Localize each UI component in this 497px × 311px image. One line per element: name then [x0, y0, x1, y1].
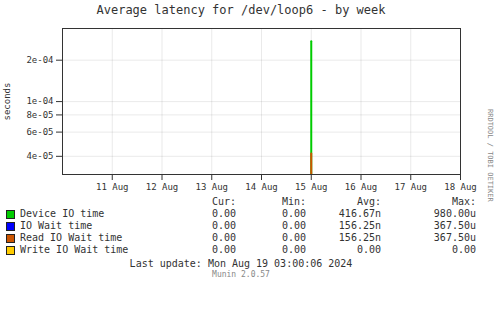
- svg-text:14 Aug: 14 Aug: [245, 182, 278, 192]
- html-text:416.67n: 416.67n: [338, 208, 381, 219]
- svg-text:1e-04: 1e-04: [26, 96, 53, 106]
- svg-text:4e-05: 4e-05: [26, 151, 53, 161]
- html-text:156.25n: 156.25n: [338, 220, 381, 231]
- html-text:IO Wait time: IO Wait time: [20, 220, 93, 231]
- svg-text:6e-05: 6e-05: [26, 127, 53, 137]
- html-text:0.00: 0.00: [356, 244, 381, 255]
- html-text:980.00u: 980.00u: [433, 208, 476, 219]
- html-text:Write IO Wait time: Write IO Wait time: [20, 244, 129, 255]
- html-text:0.00: 0.00: [281, 208, 306, 219]
- svg-text:8e-05: 8e-05: [26, 110, 53, 120]
- html-text:Avg:: Avg:: [356, 196, 381, 207]
- svg-text:12 Aug: 12 Aug: [146, 182, 179, 192]
- html-text:0.00: 0.00: [281, 220, 306, 231]
- html-text:Max:: Max:: [451, 196, 476, 207]
- svg-text:16 Aug: 16 Aug: [345, 182, 378, 192]
- html-text:Munin 2.0.57: Munin 2.0.57: [212, 270, 270, 279]
- svg-text:18 Aug: 18 Aug: [444, 182, 477, 192]
- html-text:0.00: 0.00: [211, 232, 236, 243]
- html-text:0.00: 0.00: [281, 232, 306, 243]
- html-text:Average latency for /dev/loop6: Average latency for /dev/loop6 - by week: [96, 3, 386, 17]
- svg-text:11 Aug: 11 Aug: [96, 182, 129, 192]
- html-text:Last update: Mon Aug 19 03:00:: Last update: Mon Aug 19 03:00:06 2024: [129, 258, 353, 269]
- html-text:0.00: 0.00: [451, 244, 476, 255]
- html-text:0.00: 0.00: [211, 244, 236, 255]
- html-text:Min:: Min:: [281, 196, 306, 207]
- svg-text:15 Aug: 15 Aug: [295, 182, 328, 192]
- html-text:Device IO time: Device IO time: [20, 208, 105, 219]
- html-text:Read IO Wait time: Read IO Wait time: [20, 232, 123, 243]
- html-text:0.00: 0.00: [211, 208, 236, 219]
- html-text:Cur:: Cur:: [211, 196, 236, 207]
- svg-text:17 Aug: 17 Aug: [394, 182, 427, 192]
- html-text:0.00: 0.00: [281, 244, 306, 255]
- html-text:156.25n: 156.25n: [338, 232, 381, 243]
- svg-text:seconds: seconds: [2, 83, 12, 121]
- svg-text:13 Aug: 13 Aug: [195, 182, 228, 192]
- svg-text:2e-04: 2e-04: [26, 55, 53, 65]
- html-text:RRDTOOL / TOBI OETIKER: RRDTOOL / TOBI OETIKER: [485, 109, 494, 202]
- html-text:367.50u: 367.50u: [433, 220, 476, 231]
- html-text:0.00: 0.00: [211, 220, 236, 231]
- html-text:367.50u: 367.50u: [433, 232, 476, 243]
